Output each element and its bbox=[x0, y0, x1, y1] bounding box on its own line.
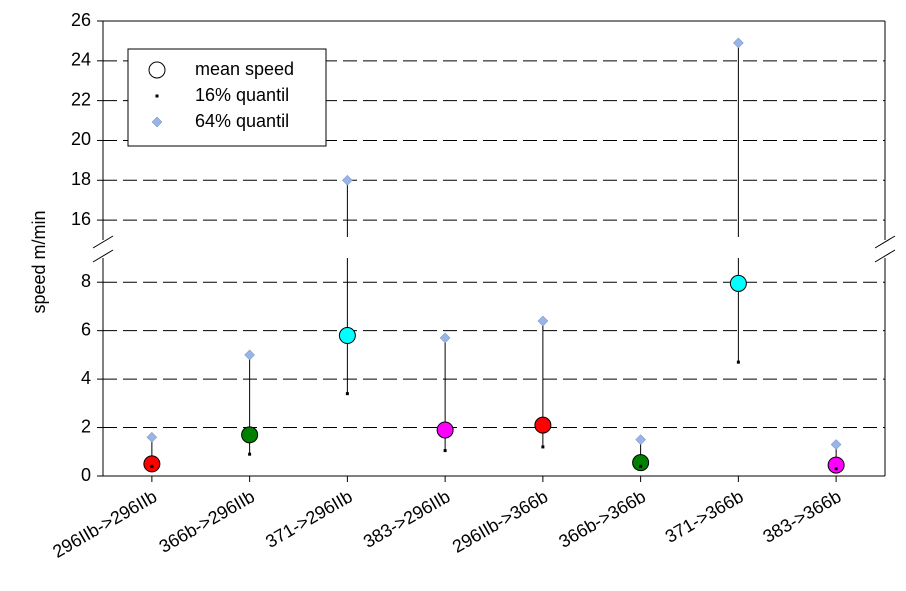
quantile-64-point bbox=[830, 439, 842, 450]
y-tick-label: 0 bbox=[81, 465, 91, 485]
y-tick-label: 18 bbox=[71, 169, 91, 189]
quantile-64-point bbox=[146, 431, 158, 443]
axis-break bbox=[874, 235, 896, 249]
mean-point bbox=[436, 421, 454, 439]
legend-marker bbox=[151, 116, 163, 128]
mean-point bbox=[729, 274, 747, 292]
y-tick-label: 2 bbox=[81, 416, 91, 436]
y-axis-label: speed m/min bbox=[29, 210, 49, 313]
x-tick-label: 296IIb->296IIb bbox=[49, 486, 160, 562]
y-tick-label: 22 bbox=[71, 89, 91, 109]
mean-point bbox=[241, 426, 259, 444]
y-tick-label: 4 bbox=[81, 368, 91, 388]
quantile-64-point bbox=[342, 174, 353, 186]
axis-break bbox=[92, 235, 114, 249]
quantile-64-point bbox=[244, 349, 255, 361]
x-tick-label: 296IIb->366b bbox=[449, 486, 551, 557]
legend-label: mean speed bbox=[195, 59, 294, 79]
axis-break bbox=[874, 249, 896, 263]
legend-marker bbox=[155, 94, 159, 98]
y-tick-label: 8 bbox=[81, 271, 91, 291]
quantile-64-point bbox=[439, 332, 451, 344]
x-tick-label: 383->296IIb bbox=[360, 486, 454, 552]
quantile-16-point bbox=[639, 464, 643, 468]
quantile-16-point bbox=[248, 452, 252, 456]
y-tick-label: 26 bbox=[71, 10, 91, 30]
quantile-64-point bbox=[537, 315, 549, 327]
mean-point bbox=[632, 454, 650, 472]
x-tick-label: 366b->366b bbox=[555, 486, 649, 552]
quantile-16-point bbox=[443, 449, 447, 453]
axis-break bbox=[92, 249, 114, 263]
legend-label: 64% quantil bbox=[195, 111, 289, 131]
quantile-16-point bbox=[736, 360, 740, 364]
quantile-64-point bbox=[635, 434, 646, 446]
y-tick-label: 6 bbox=[81, 319, 91, 339]
y-tick-label: 20 bbox=[71, 129, 91, 149]
mean-point bbox=[827, 456, 845, 474]
y-tick-label: 16 bbox=[71, 209, 91, 229]
mean-point bbox=[534, 416, 552, 434]
legend-marker bbox=[148, 61, 166, 79]
quantile-16-point bbox=[541, 445, 545, 449]
quantile-16-point bbox=[345, 392, 349, 396]
legend-label: 16% quantil bbox=[195, 85, 289, 105]
x-tick-label: 371->366b bbox=[662, 486, 747, 547]
x-tick-label: 383->366b bbox=[760, 486, 845, 547]
quantile-64-point bbox=[733, 37, 744, 49]
x-tick-label: 371->296IIb bbox=[262, 486, 356, 552]
mean-point bbox=[143, 455, 161, 473]
mean-point bbox=[338, 327, 356, 345]
quantile-16-point bbox=[834, 467, 838, 471]
y-tick-label: 24 bbox=[71, 50, 91, 70]
legend: mean speed 16% quantil 64% quantil bbox=[127, 48, 327, 147]
quantile-16-point bbox=[150, 464, 154, 468]
x-tick-label: 366b->296IIb bbox=[156, 486, 258, 557]
